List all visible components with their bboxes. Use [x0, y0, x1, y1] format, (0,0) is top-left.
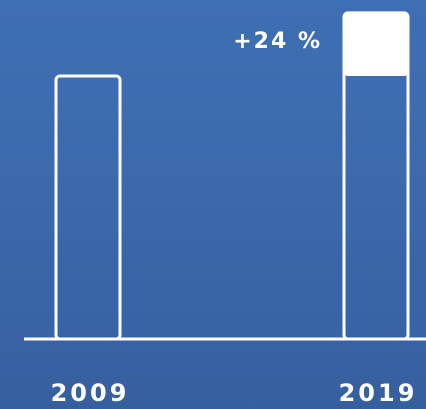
chart-marks — [54, 11, 410, 341]
bar-increase-2019 — [344, 12, 408, 76]
increase-annotation: +24 % — [233, 29, 322, 54]
x-tick-label-2009: 2009 — [51, 379, 130, 407]
bar-2009 — [54, 74, 122, 341]
x-tick-label-2019: 2019 — [339, 379, 418, 407]
